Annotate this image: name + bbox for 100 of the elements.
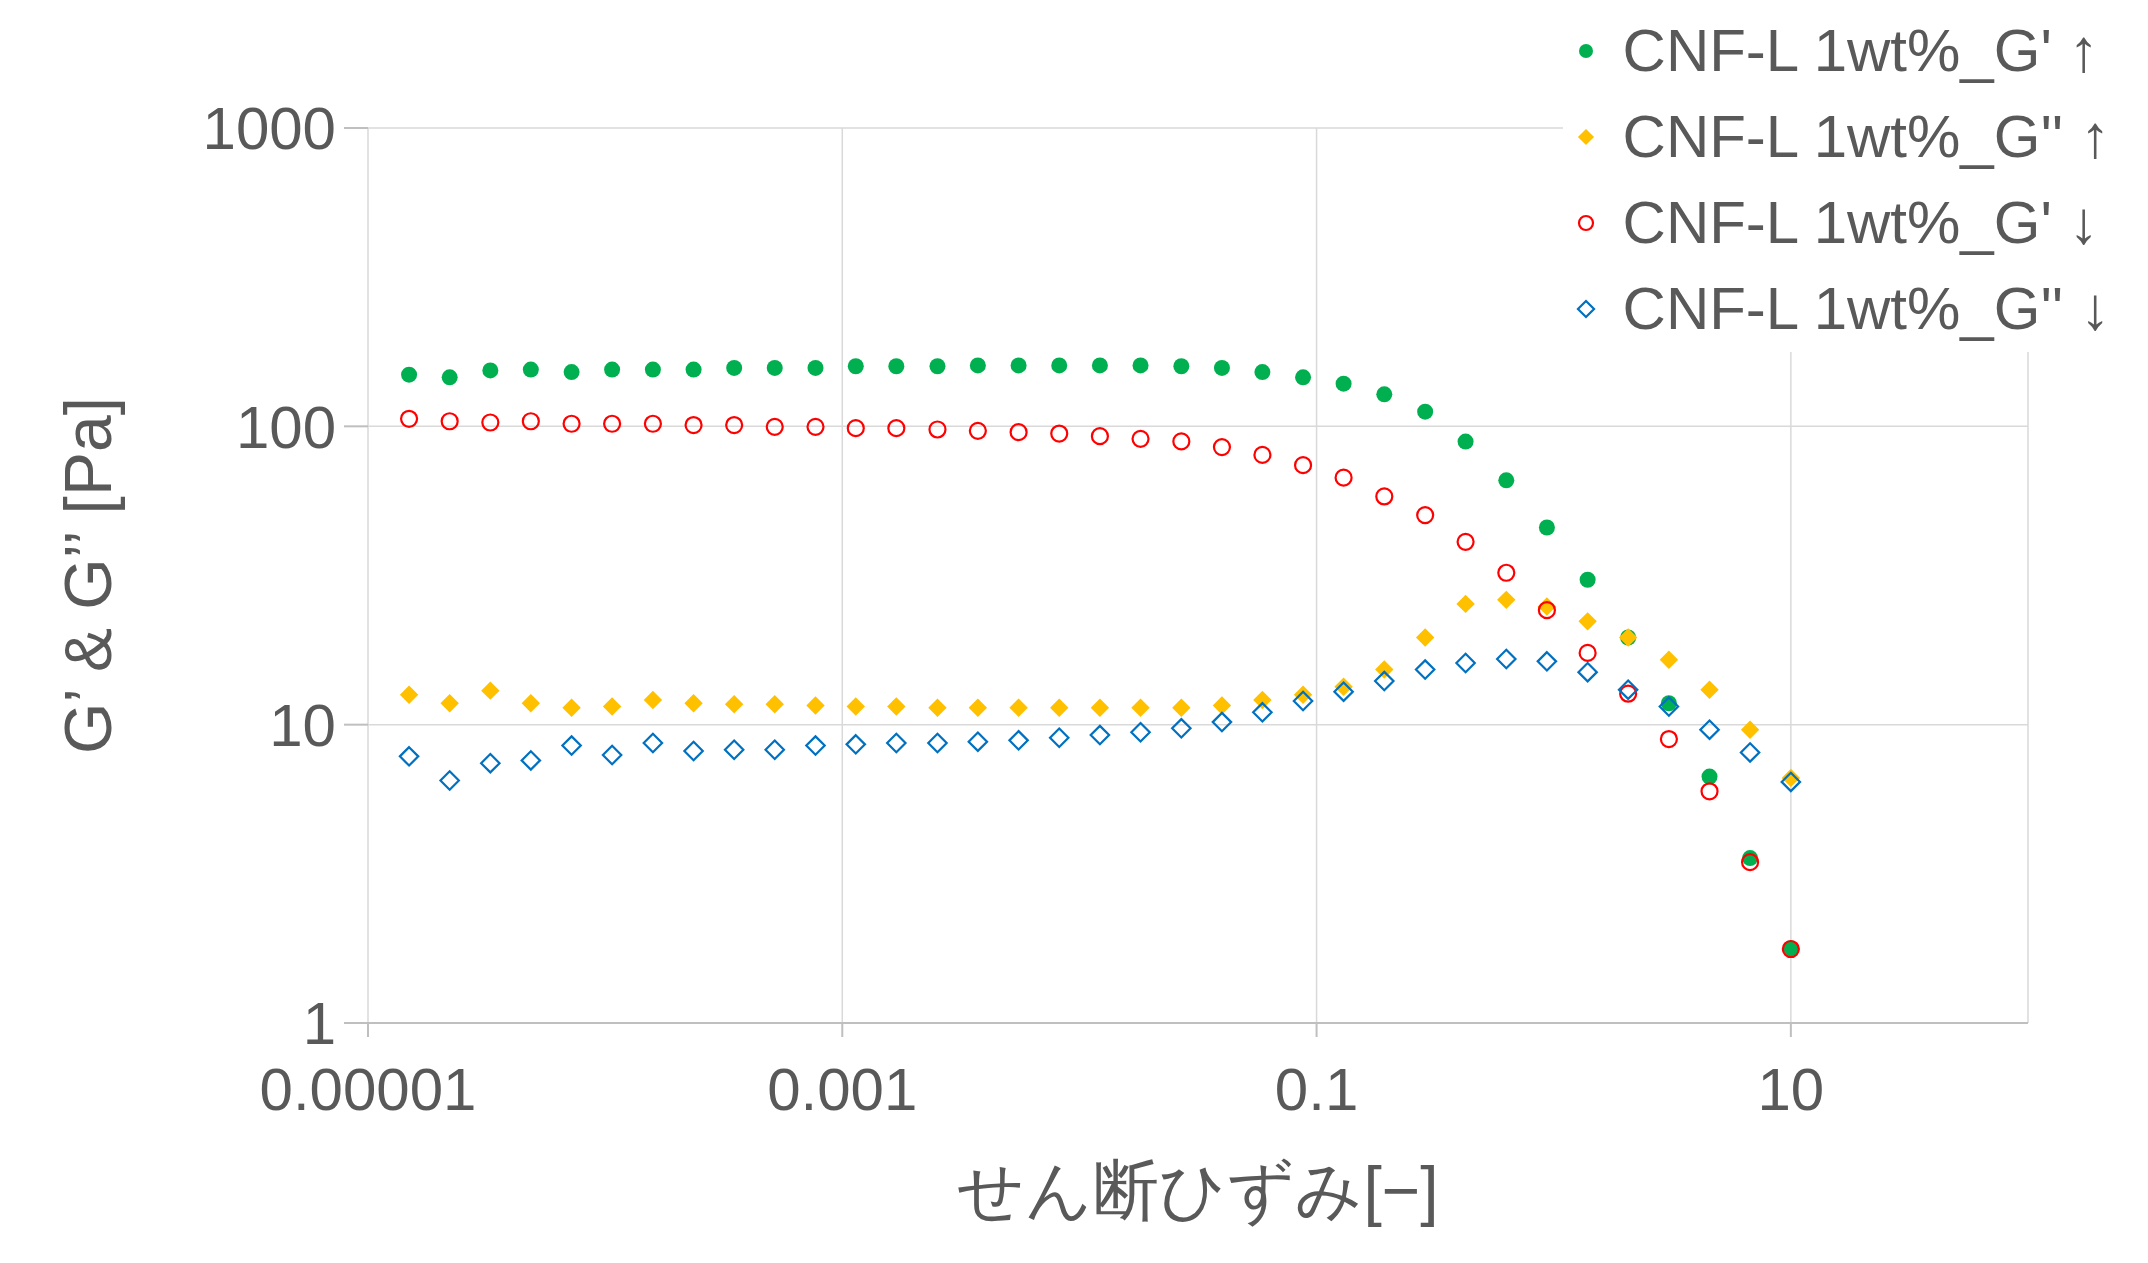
point xyxy=(482,362,499,379)
point xyxy=(1213,359,1230,376)
point xyxy=(1173,358,1190,375)
point xyxy=(481,681,500,700)
point xyxy=(1699,719,1720,740)
point xyxy=(441,369,458,386)
point xyxy=(1579,571,1596,588)
point xyxy=(1089,724,1111,746)
y-tick-label: 1 xyxy=(302,990,336,1058)
point xyxy=(1619,684,1638,703)
point xyxy=(888,358,905,375)
point xyxy=(1292,690,1314,712)
point xyxy=(1495,648,1517,670)
point xyxy=(562,698,581,717)
point xyxy=(480,752,501,774)
point xyxy=(1659,729,1678,749)
legend-label: CNF-L 1wt%_G' ↓ xyxy=(1622,188,2099,258)
point xyxy=(968,421,987,440)
point xyxy=(1130,721,1151,743)
point xyxy=(439,770,460,791)
point xyxy=(805,735,826,756)
point xyxy=(684,694,703,713)
point xyxy=(685,361,702,378)
point xyxy=(887,419,906,438)
point xyxy=(1417,403,1434,420)
point xyxy=(563,364,580,381)
point xyxy=(1537,601,1556,620)
point xyxy=(643,414,662,433)
point xyxy=(1009,698,1028,717)
point xyxy=(520,750,542,771)
point xyxy=(929,358,946,375)
x-tick-label: 0.001 xyxy=(767,1055,918,1123)
point xyxy=(1700,680,1719,699)
point xyxy=(1577,661,1598,683)
point xyxy=(764,739,786,761)
point xyxy=(723,739,745,761)
point xyxy=(726,359,743,376)
point xyxy=(1172,698,1191,717)
point xyxy=(1740,853,1760,872)
point xyxy=(1132,357,1149,374)
point xyxy=(1456,532,1475,551)
x-tick-label: 10 xyxy=(1757,1055,1825,1123)
point xyxy=(1293,456,1313,475)
point xyxy=(604,361,621,378)
point xyxy=(399,685,419,704)
point xyxy=(643,690,663,710)
point xyxy=(1050,698,1069,717)
point xyxy=(1090,427,1110,446)
point xyxy=(724,695,744,714)
y-tick-label: 1000 xyxy=(202,95,336,163)
point xyxy=(1376,386,1393,403)
point xyxy=(927,732,948,754)
point xyxy=(1212,696,1232,715)
x-axis-title: せん断ひずみ[−] xyxy=(957,1153,1439,1227)
point xyxy=(1780,771,1802,793)
point xyxy=(1334,468,1353,487)
point xyxy=(1010,357,1027,374)
point xyxy=(1295,369,1312,386)
point xyxy=(398,746,420,767)
point xyxy=(725,415,744,435)
point xyxy=(603,414,622,433)
legend-label: CNF-L 1wt%_G'' ↑ xyxy=(1622,102,2110,172)
x-tick-label: 0.00001 xyxy=(259,1055,477,1123)
point xyxy=(1009,423,1028,442)
point xyxy=(1050,424,1069,443)
point xyxy=(401,366,418,383)
point xyxy=(1253,445,1272,465)
point xyxy=(887,697,906,716)
point xyxy=(1252,702,1273,723)
point xyxy=(1373,670,1395,692)
point xyxy=(1740,720,1760,739)
point xyxy=(1739,742,1761,763)
point xyxy=(1171,718,1192,739)
point xyxy=(1700,782,1719,801)
point xyxy=(1497,563,1516,582)
point xyxy=(1211,711,1233,733)
point xyxy=(928,698,947,717)
point xyxy=(967,731,989,752)
point xyxy=(806,696,825,715)
point xyxy=(642,732,664,754)
point xyxy=(766,359,783,376)
point xyxy=(644,361,661,378)
legend-label: CNF-L 1wt%_G'' ↓ xyxy=(1622,274,2110,344)
point xyxy=(1536,651,1558,672)
point xyxy=(601,744,623,766)
point xyxy=(1131,698,1150,717)
point xyxy=(1048,727,1070,749)
point xyxy=(1172,432,1191,451)
point xyxy=(1416,506,1435,525)
point xyxy=(602,697,622,716)
point xyxy=(765,417,784,436)
point xyxy=(440,694,459,713)
point xyxy=(1497,590,1516,610)
point xyxy=(1335,375,1352,392)
point xyxy=(1333,681,1354,702)
point xyxy=(521,694,541,713)
point xyxy=(399,409,419,428)
point xyxy=(1375,487,1394,506)
y-tick-label: 10 xyxy=(269,691,336,759)
point xyxy=(1578,643,1597,662)
